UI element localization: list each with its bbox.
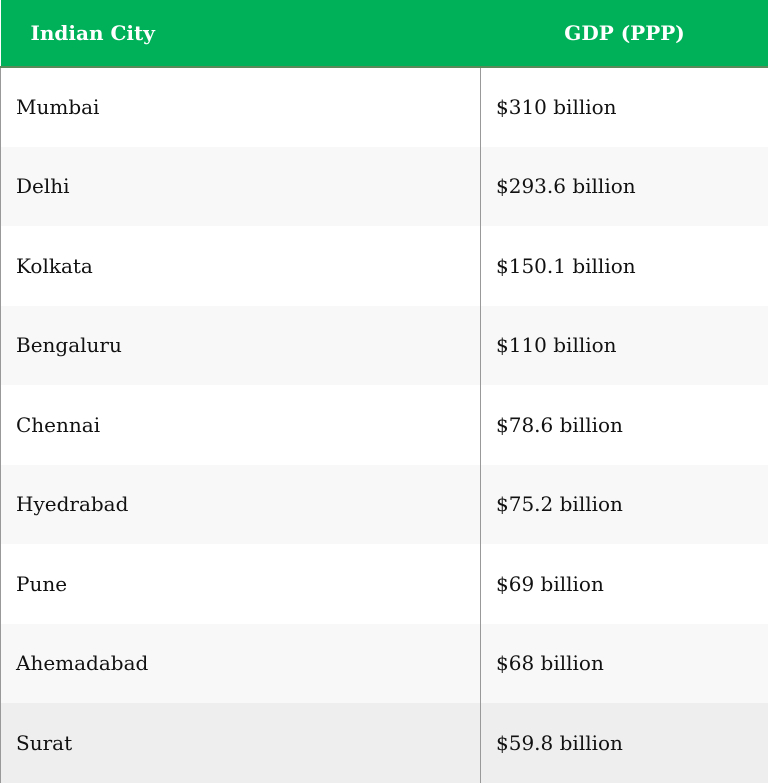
city-cell: Mumbai	[0, 67, 481, 147]
table-row: Pune $69 billion	[0, 544, 768, 624]
gdp-cell: $75.2 billion	[480, 464, 768, 544]
city-cell: Kolkata	[0, 226, 481, 306]
header-row: Indian City GDP (PPP)	[0, 0, 768, 68]
gdp-cell: $150.1 billion	[480, 226, 768, 306]
city-cell: Delhi	[0, 146, 481, 226]
city-cell: Chennai	[0, 385, 481, 465]
gdp-cell: $310 billion	[480, 67, 768, 147]
table-header: Indian City GDP (PPP)	[0, 0, 768, 68]
gdp-cell: $69 billion	[480, 544, 768, 624]
table-body: Mumbai $310 billion Delhi $293.6 billion Kol…	[0, 67, 768, 783]
gdp-cell: $293.6 billion	[480, 146, 768, 226]
city-cell: Bengaluru	[0, 305, 481, 385]
table-row: Chennai $78.6 billion	[0, 385, 768, 465]
city-cell: Pune	[0, 544, 481, 624]
table-row: Kolkata $150.1 billion	[0, 226, 768, 306]
table-row: Ahemadabad $68 billion	[0, 623, 768, 703]
city-cell: Surat	[0, 703, 481, 783]
table-row: Delhi $293.6 billion	[0, 146, 768, 226]
city-cell: Hyedrabad	[0, 464, 481, 544]
table-row: Bengaluru $110 billion	[0, 305, 768, 385]
table-row: Hyedrabad $75.2 billion	[0, 464, 768, 544]
table-row: Mumbai $310 billion	[0, 67, 768, 147]
header-cell: GDP (PPP)	[480, 0, 768, 68]
gdp-cell: $110 billion	[480, 305, 768, 385]
city-cell: Ahemadabad	[0, 623, 481, 703]
gdp-cell: $59.8 billion	[480, 703, 768, 783]
table-row: Surat $59.8 billion	[0, 703, 768, 783]
gdp-cell: $68 billion	[480, 623, 768, 703]
gdp-cell: $78.6 billion	[480, 385, 768, 465]
header-cell: Indian City	[0, 0, 481, 68]
